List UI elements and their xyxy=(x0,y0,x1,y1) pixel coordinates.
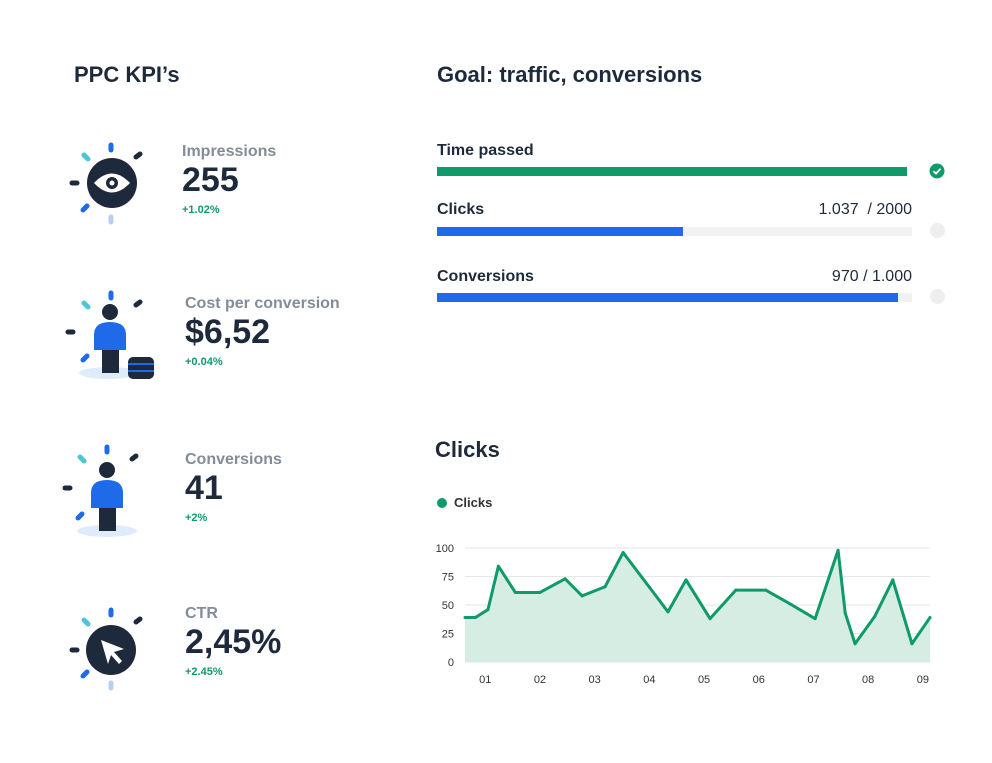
y-tick-label: 50 xyxy=(442,600,454,612)
data-point xyxy=(648,586,652,590)
kpi-title: PPC KPI’s xyxy=(74,62,180,87)
progress-bar-conversions xyxy=(437,293,912,302)
data-point xyxy=(563,577,567,581)
y-tick-label: 0 xyxy=(448,657,454,669)
kpi-change: +1.02% xyxy=(182,204,220,216)
legend-label: Clicks xyxy=(454,495,493,510)
x-tick-label: 05 xyxy=(698,674,710,686)
progress-bar-time xyxy=(437,167,907,176)
area-fill xyxy=(465,550,930,662)
x-tick-label: 04 xyxy=(643,674,655,686)
check-circle-icon xyxy=(929,163,945,179)
data-point xyxy=(764,588,768,592)
progress-fill xyxy=(437,167,907,176)
data-point xyxy=(836,548,840,552)
y-tick-label: 75 xyxy=(442,572,454,584)
kpi-change: +2% xyxy=(185,512,208,524)
kpi-label: Impressions xyxy=(182,143,277,160)
data-point xyxy=(666,610,670,614)
y-tick-label: 100 xyxy=(436,543,454,555)
progress-fill xyxy=(437,227,684,236)
goal-label: Clicks xyxy=(437,201,485,218)
data-point xyxy=(891,578,895,582)
data-point xyxy=(928,616,932,620)
x-tick-label: 07 xyxy=(807,674,819,686)
goal-label: Conversions xyxy=(437,268,534,285)
data-point xyxy=(473,616,477,620)
kpi-change: +0.04% xyxy=(185,356,223,368)
legend-marker xyxy=(437,497,447,508)
x-tick-label: 08 xyxy=(862,674,874,686)
kpi-label: Cost per conversion xyxy=(185,295,340,312)
goal-label: Time passed xyxy=(437,142,534,159)
data-point xyxy=(621,551,625,555)
data-point xyxy=(580,594,584,598)
eye-icon xyxy=(69,142,143,225)
data-point xyxy=(873,614,877,618)
chart-title: Clicks xyxy=(435,437,500,462)
data-point xyxy=(708,617,712,621)
x-tick-label: 03 xyxy=(589,674,601,686)
kpi-value: 41 xyxy=(185,469,223,507)
kpi-value: $6,52 xyxy=(185,313,271,351)
kpi-impressions: Impressions 255 +1.02% xyxy=(182,143,276,216)
data-point xyxy=(788,602,792,606)
goal-value: 1.037 / 2000 xyxy=(818,201,912,218)
person-icon xyxy=(62,444,139,537)
kpi-conversions: Conversions 41 +2% xyxy=(185,451,282,524)
y-tick-label: 25 xyxy=(442,629,454,641)
kpi-label: Conversions xyxy=(185,451,282,468)
data-point xyxy=(853,642,857,646)
data-point xyxy=(734,588,738,592)
data-point xyxy=(684,578,688,582)
kpi-ctr: CTR 2,45% +2.45% xyxy=(185,605,281,678)
data-point xyxy=(843,611,847,615)
goals-title: Goal: traffic, conversions xyxy=(437,62,703,87)
x-tick-label: 06 xyxy=(753,674,765,686)
progress-fill xyxy=(437,293,898,302)
person-coins-icon xyxy=(65,290,154,379)
data-point xyxy=(910,642,914,646)
pending-circle-icon xyxy=(930,289,945,304)
data-point xyxy=(463,616,467,620)
data-point xyxy=(538,590,542,594)
cursor-icon xyxy=(69,607,143,691)
data-point xyxy=(513,590,517,594)
kpi-value: 255 xyxy=(182,161,239,199)
x-tick-label: 01 xyxy=(479,674,491,686)
data-point xyxy=(486,608,490,612)
kpi-change: +2.45% xyxy=(185,666,223,678)
data-point xyxy=(813,617,817,621)
kpi-cost-per-conversion: Cost per conversion $6,52 +0.04% xyxy=(185,295,340,368)
data-point xyxy=(496,564,500,568)
chart-legend: Clicks xyxy=(437,495,492,510)
goal-value: 970 / 1.000 xyxy=(831,268,912,285)
data-point xyxy=(603,585,607,589)
x-tick-label: 02 xyxy=(534,674,546,686)
kpi-value: 2,45% xyxy=(185,623,282,661)
progress-bar-clicks xyxy=(437,227,912,236)
pending-circle-icon xyxy=(930,223,945,238)
kpi-label: CTR xyxy=(185,605,218,622)
x-tick-label: 09 xyxy=(917,674,929,686)
